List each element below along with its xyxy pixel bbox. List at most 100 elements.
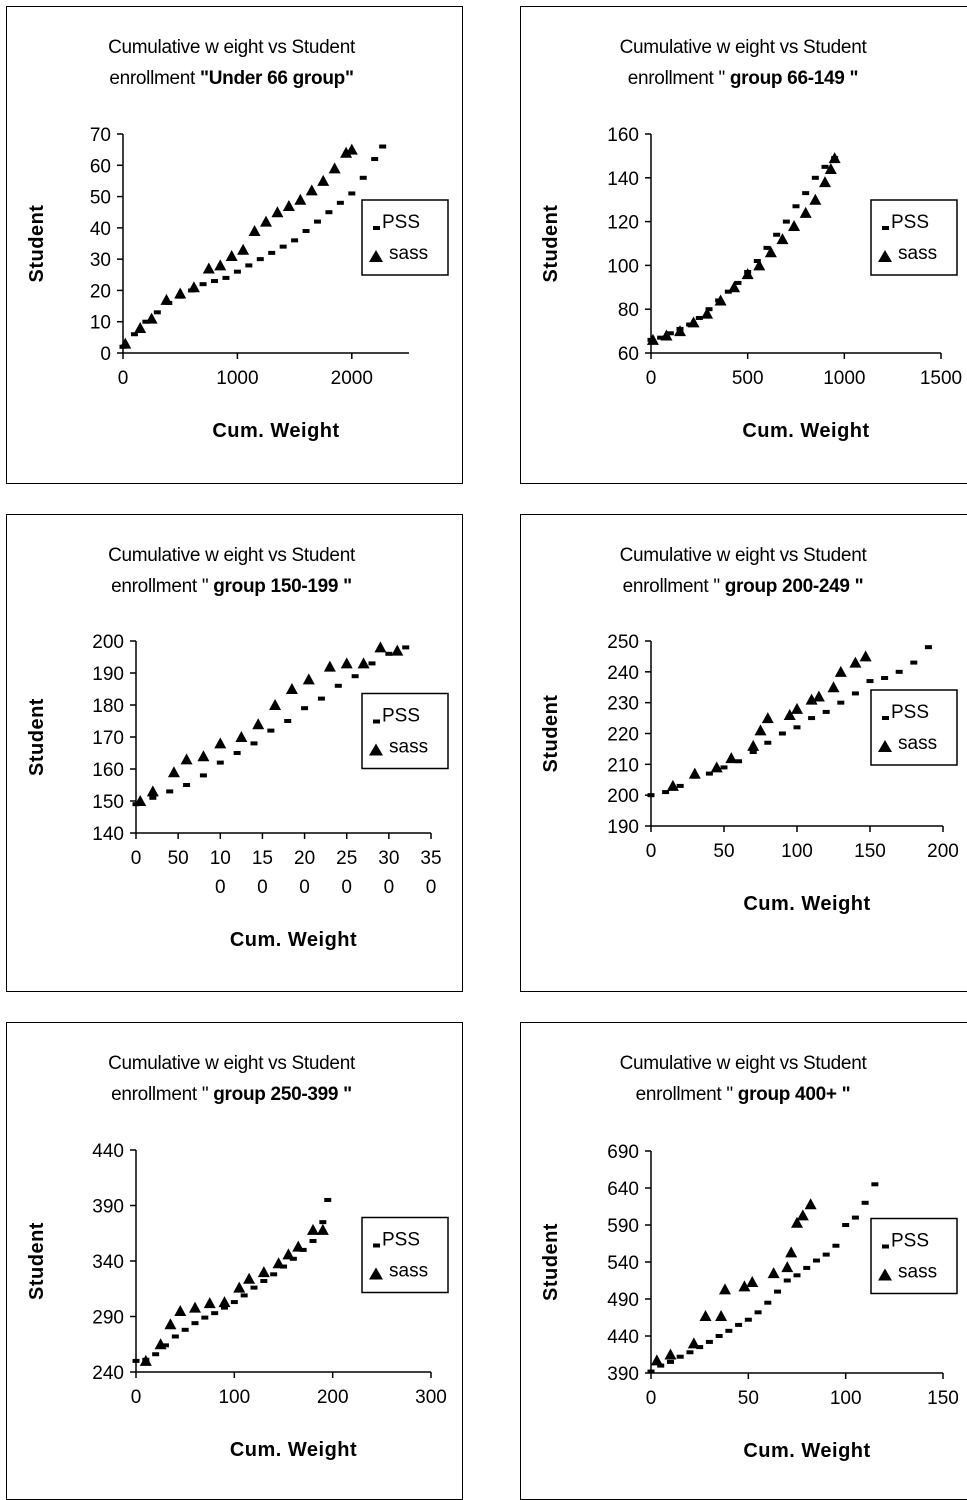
sass-point <box>323 660 336 672</box>
pss-point <box>812 1258 820 1263</box>
pss-point <box>754 1310 762 1315</box>
sass-point <box>741 268 754 280</box>
pss-point <box>233 269 241 274</box>
pss-point <box>695 315 703 320</box>
pss-point <box>763 245 771 250</box>
sass-point <box>650 1354 663 1366</box>
sass-point <box>728 281 741 293</box>
chart-title-line1: Cumulative w eight vs Student <box>108 1053 356 1074</box>
sass-point <box>345 143 358 155</box>
sass-point <box>699 1310 712 1322</box>
chart-title-group: group 250-399 " <box>213 1084 352 1105</box>
pss-point <box>808 716 816 721</box>
pss-point <box>313 219 321 224</box>
pss-point <box>773 232 781 237</box>
y-tick-label: 10 <box>90 313 111 334</box>
x-tick-label: 150 <box>927 1388 959 1409</box>
chart-title-line2: enrollment " group 250-399 " <box>111 1084 352 1105</box>
y-axis-label: Student <box>26 1222 48 1300</box>
pss-point <box>811 175 819 180</box>
pss-point <box>334 683 342 688</box>
sass-point <box>218 1296 231 1308</box>
x-tick-label: 300 <box>415 1387 447 1408</box>
sass-point <box>785 1246 798 1258</box>
pss-point <box>230 1300 238 1305</box>
x-axis-label: Cum. Weight <box>743 893 870 915</box>
y-tick-label: 40 <box>90 219 111 240</box>
legend-label-sass: sass <box>389 1261 428 1282</box>
chart-title-group: "Under 66 group" <box>200 68 354 89</box>
pss-point <box>802 191 810 196</box>
sass-point <box>154 1338 167 1350</box>
sass-point <box>783 709 796 720</box>
pss-point <box>317 696 325 701</box>
legend-label-sass: sass <box>898 243 937 264</box>
pss-point <box>895 669 903 674</box>
sass-point <box>746 1275 759 1287</box>
pss-point <box>793 725 801 730</box>
pss-point <box>402 645 410 650</box>
sass-point <box>646 333 659 345</box>
sass-point <box>237 243 250 255</box>
sass-point <box>317 174 330 186</box>
pss-point <box>720 765 728 770</box>
pss-point <box>256 257 264 262</box>
sass-point <box>788 219 801 231</box>
y-tick-label: 120 <box>607 213 639 234</box>
chart-title-line1: Cumulative w eight vs Student <box>108 37 356 58</box>
y-tick-label: 440 <box>92 1141 124 1162</box>
legend-label-pss: PSS <box>891 702 929 723</box>
legend-triangle-icon <box>369 1267 383 1280</box>
pss-point <box>696 1345 704 1350</box>
legend-box <box>870 689 958 766</box>
sass-point <box>791 702 803 714</box>
pss-point <box>301 706 309 711</box>
pss-point <box>309 1239 317 1244</box>
legend-dash-icon <box>882 226 889 230</box>
pss-point <box>240 1293 248 1298</box>
pss-point <box>348 191 356 196</box>
sass-point <box>167 766 180 778</box>
sass-point <box>796 1209 809 1221</box>
sass-point <box>827 681 840 693</box>
chart-panel: Cumulative w eight vs Student enrollment … <box>6 6 463 484</box>
legend-label-pss: PSS <box>891 1231 929 1252</box>
pss-point <box>774 1289 782 1294</box>
sass-point <box>243 1272 256 1284</box>
sass-point <box>666 779 679 791</box>
pss-point <box>302 228 310 233</box>
legend-label-sass: sass <box>389 737 428 758</box>
pss-point <box>132 1358 140 1363</box>
pss-point <box>881 676 889 680</box>
sass-point <box>316 1223 329 1235</box>
pss-point <box>647 793 655 798</box>
pss-point <box>267 728 275 733</box>
pss-point <box>832 1243 840 1248</box>
pss-point <box>162 1343 169 1348</box>
pss-point <box>861 1200 869 1205</box>
x-axis-label: Cum. Weight <box>743 1440 870 1462</box>
x-tick-label: 50 <box>168 848 189 869</box>
sass-point <box>302 673 315 685</box>
sass-point <box>203 1297 216 1309</box>
legend-label-sass: sass <box>898 1262 937 1283</box>
y-tick-label: 160 <box>607 125 639 146</box>
x-axis-label: Cum. Weight <box>742 420 869 442</box>
pss-point <box>221 1305 228 1310</box>
y-tick-label: 340 <box>92 1252 124 1273</box>
pss-point <box>803 1265 811 1270</box>
y-tick-label: 70 <box>90 125 111 146</box>
sass-point <box>391 644 404 656</box>
sass-point <box>804 1198 817 1210</box>
pss-point <box>153 310 161 315</box>
pss-point <box>250 1285 258 1290</box>
pss-point <box>724 289 732 294</box>
pss-point <box>260 1278 268 1283</box>
pss-point <box>782 219 790 224</box>
pss-point <box>657 335 665 340</box>
pss-point <box>351 674 359 679</box>
pss-point <box>871 1182 879 1187</box>
pss-point <box>149 795 157 800</box>
pss-point <box>666 331 674 336</box>
